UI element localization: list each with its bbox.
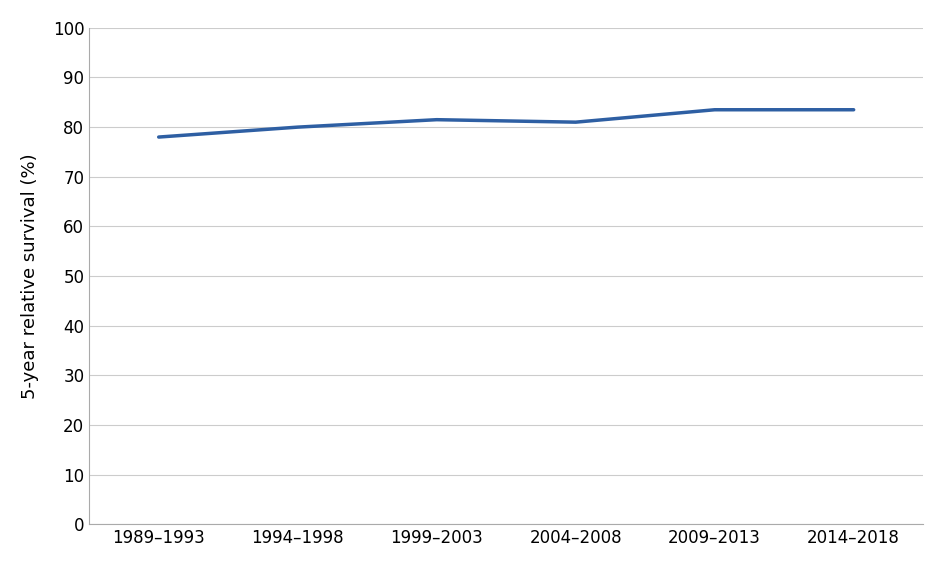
Y-axis label: 5-year relative survival (%): 5-year relative survival (%) [21,153,39,399]
